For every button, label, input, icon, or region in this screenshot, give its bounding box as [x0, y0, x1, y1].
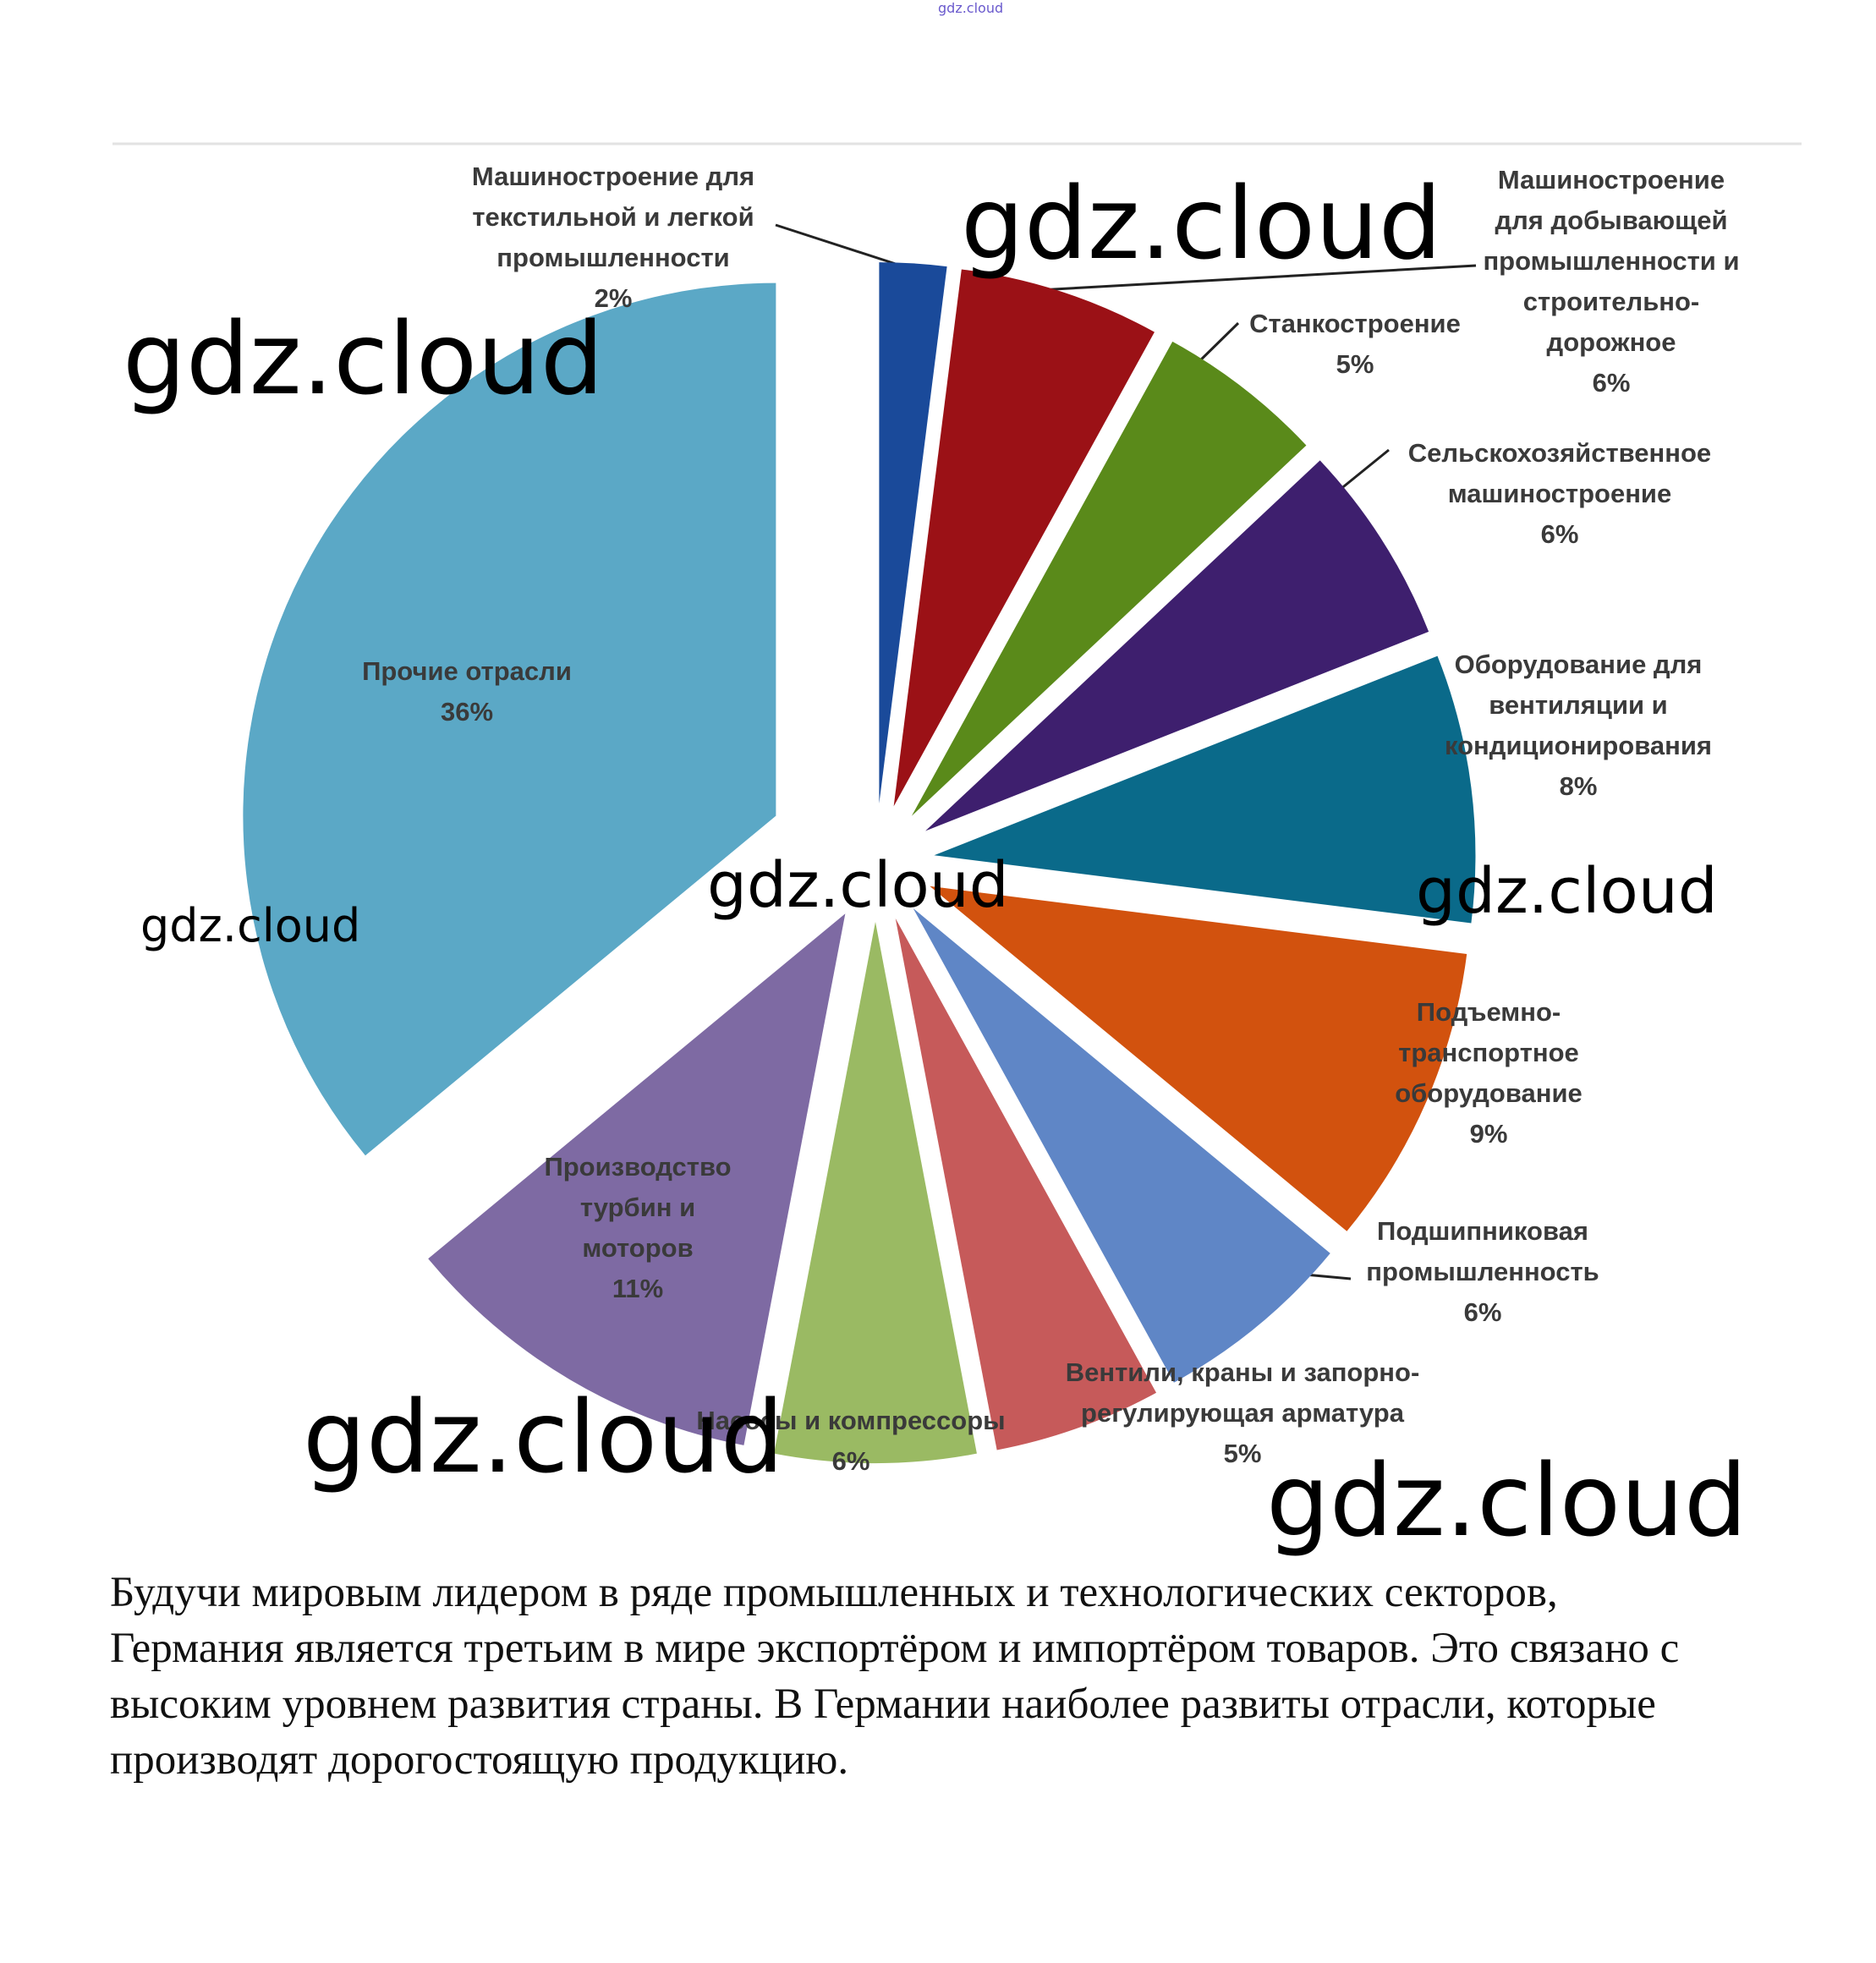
slice-label: Вентили, краны и запорно-регулирующая ар… — [1065, 1352, 1420, 1474]
pie-slice — [243, 282, 776, 1156]
pie-slice — [428, 913, 846, 1445]
value-label: 6% — [831, 1446, 870, 1476]
value-label: 2% — [594, 283, 633, 313]
category-name: Станкостроение — [1249, 309, 1461, 338]
watermark: gdz.cloud — [140, 899, 361, 952]
pie-slice — [925, 460, 1429, 831]
category-name: Подъемно-транспортное оборудование — [1395, 997, 1583, 1108]
pie-slice — [774, 922, 977, 1464]
watermark: gdz.cloud — [1416, 855, 1718, 928]
value-label: 6% — [1592, 368, 1631, 398]
value-label: 6% — [1463, 1297, 1502, 1327]
slice-label: Подшипниковая промышленность 6% — [1343, 1211, 1622, 1333]
category-name: Производство турбин и моторов — [544, 1152, 732, 1263]
category-name: Машиностроение для текстильной и легкой … — [471, 162, 755, 272]
slice-label: Прочие отрасли 36% — [332, 651, 602, 732]
watermark: gdz.cloud — [938, 0, 1004, 16]
slice-label: Производство турбин и моторов 11% — [528, 1147, 748, 1309]
value-label: 9% — [1469, 1119, 1508, 1149]
pie-slice — [930, 886, 1467, 1231]
leader-line — [775, 223, 902, 267]
slice-label: Машиностроение для текстильной и легкой … — [427, 156, 799, 319]
leader-line — [1038, 264, 1477, 292]
slices — [243, 262, 1476, 1464]
watermark: gdz.cloud — [1266, 1442, 1747, 1559]
category-name: Оборудование для вентиляции и кондициони… — [1445, 650, 1712, 760]
watermark: gdz.cloud — [303, 1379, 784, 1495]
category-name: Подшипниковая промышленность — [1366, 1216, 1599, 1286]
watermark: gdz.cloud — [961, 165, 1442, 282]
category-name: Прочие отрасли — [362, 656, 572, 686]
pie-slice — [895, 918, 1157, 1450]
pie-slice — [911, 341, 1307, 816]
value-label: 8% — [1559, 771, 1598, 801]
value-label: 6% — [1540, 519, 1579, 549]
slice-label: Насосы и компрессоры 6% — [673, 1401, 1029, 1482]
pie-slice — [879, 262, 947, 804]
category-name: Сельскохозяйственное машиностроение — [1407, 438, 1712, 508]
slice-label: Машиностроение для добывающей промышленн… — [1472, 160, 1751, 403]
pie-slice — [913, 907, 1330, 1383]
value-label: 5% — [1223, 1439, 1262, 1468]
chart — [112, 142, 1802, 1464]
value-label: 5% — [1336, 349, 1374, 379]
slice-label: Станкостроение 5% — [1228, 304, 1482, 385]
value-label: 36% — [440, 697, 494, 727]
category-name: Насосы и компрессоры — [696, 1406, 1006, 1435]
caption: Будучи мировым лидером в ряде промышленн… — [110, 1569, 1680, 1784]
slice-label: Оборудование для вентиляции и кондициони… — [1418, 644, 1739, 807]
pie-slice — [934, 655, 1476, 924]
slice-label: Сельскохозяйственное машиностроение 6% — [1382, 433, 1737, 555]
watermark: gdz.cloud — [123, 300, 604, 417]
slice-label: Подъемно-транспортное оборудование 9% — [1379, 992, 1599, 1154]
watermark: gdz.cloud — [707, 849, 1009, 922]
value-label: 11% — [612, 1274, 664, 1303]
category-name: Машиностроение для добывающей промышленн… — [1483, 165, 1740, 357]
category-name: Вентили, краны и запорно-регулирующая ар… — [1065, 1357, 1420, 1428]
pie-slice — [893, 269, 1155, 807]
